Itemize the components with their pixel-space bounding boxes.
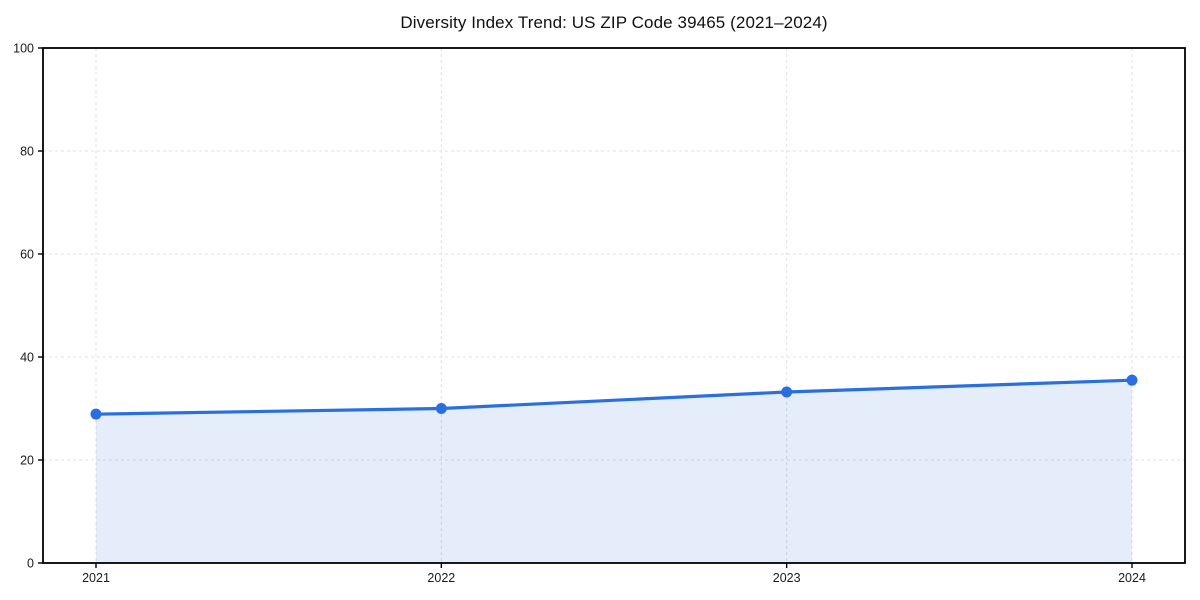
area-fill bbox=[96, 380, 1132, 563]
y-tick-label: 20 bbox=[20, 454, 34, 468]
data-point-marker bbox=[90, 408, 102, 420]
y-tick-label: 80 bbox=[20, 145, 34, 159]
y-tick-label: 100 bbox=[13, 42, 34, 56]
data-point-marker bbox=[435, 403, 447, 414]
plot-border bbox=[42, 47, 1186, 564]
x-tick-label: 2024 bbox=[1118, 571, 1146, 585]
x-tick-label: 2023 bbox=[773, 571, 801, 585]
trend-line bbox=[94, 378, 1134, 416]
data-point-marker bbox=[1126, 374, 1138, 386]
data-point-marker bbox=[781, 386, 793, 398]
y-tick-label: 40 bbox=[20, 351, 34, 365]
y-tick-label: 0 bbox=[27, 557, 34, 571]
chart-title: Diversity Index Trend: US ZIP Code 39465… bbox=[400, 13, 828, 32]
y-tick-label: 60 bbox=[20, 248, 34, 262]
x-tick-label: 2021 bbox=[82, 571, 110, 585]
x-tick-label: 2022 bbox=[427, 571, 455, 585]
